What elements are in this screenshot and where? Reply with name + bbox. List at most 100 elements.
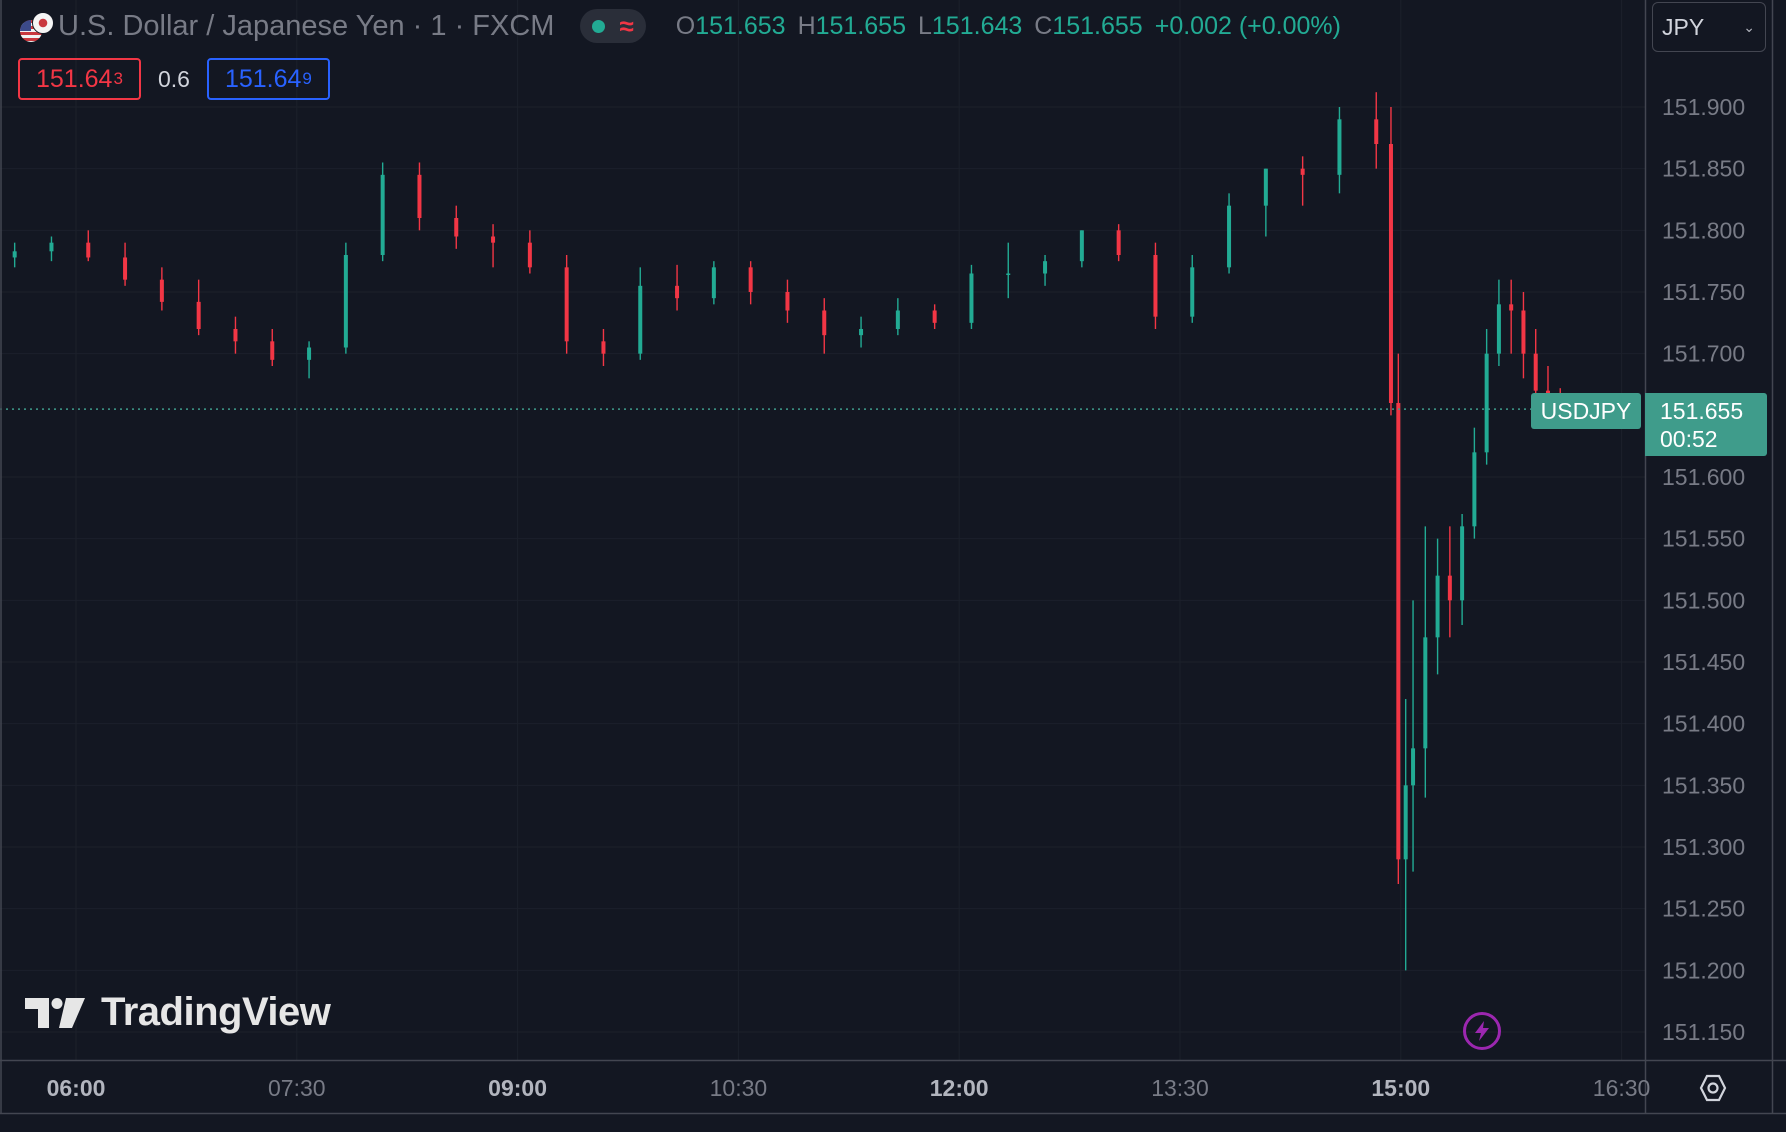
ask-price-main: 151.64 [224, 64, 302, 93]
candle-body [1043, 261, 1048, 274]
candle-body [1079, 230, 1084, 262]
bid-price-main: 151.64 [36, 64, 113, 93]
y-tick-label: 151.300 [1662, 834, 1745, 860]
settings-gear-icon[interactable] [1695, 1070, 1731, 1106]
price-axis[interactable]: 151.900 151.850 151.800 151.750 151.700 151.6… [1662, 94, 1745, 1045]
candle [1079, 230, 1084, 268]
candle [785, 279, 790, 323]
candle [1263, 168, 1268, 237]
candle-body [1533, 353, 1538, 391]
currency-select[interactable]: JPY ⌄ [1652, 2, 1766, 52]
x-tick-label: 16:30 [1593, 1075, 1651, 1101]
candle [49, 236, 54, 262]
x-tick-label: 10:30 [710, 1075, 768, 1101]
low-value: 151.643 [931, 11, 1023, 40]
candlestick-series [12, 92, 1587, 971]
x-tick-label: 07:30 [268, 1075, 326, 1101]
candle [638, 267, 643, 360]
candle [1153, 242, 1158, 329]
logo-wordmark: TradingView [101, 990, 331, 1034]
candle [1388, 107, 1393, 416]
candle-body [638, 285, 643, 354]
candle-body [1447, 575, 1452, 601]
candle [675, 264, 680, 311]
candle-body [86, 242, 91, 258]
candle-body [822, 310, 827, 336]
market-open-dot-icon [592, 19, 606, 33]
candle-body [1388, 143, 1393, 403]
candle-body [1006, 273, 1011, 275]
candle-body [1190, 267, 1195, 317]
tradingview-logo[interactable]: TradingView [25, 990, 331, 1035]
time-axis[interactable]: 06:00 07:30 09:00 10:30 12:00 13:30 15:00 16:30 [47, 1075, 1651, 1101]
candle [1396, 353, 1401, 884]
bar-countdown: 00:52 [1660, 426, 1718, 452]
candle-body [1337, 119, 1342, 175]
candle-body [343, 254, 348, 348]
high-label: H [797, 11, 816, 40]
currency-select-value: JPY [1662, 13, 1705, 40]
candle [307, 341, 312, 379]
y-tick-label: 151.850 [1662, 156, 1745, 182]
candle [491, 224, 496, 268]
candle-body [1263, 168, 1268, 206]
x-tick-label: 15:00 [1371, 1075, 1430, 1101]
candle [196, 279, 201, 336]
candle-body [196, 301, 201, 329]
tradingview-logo-icon [25, 997, 85, 1028]
y-tick-label: 151.350 [1662, 772, 1745, 798]
candle [859, 316, 864, 348]
buy-button[interactable]: 151.64 9 [206, 58, 330, 100]
sell-button[interactable]: 151.64 3 [18, 58, 141, 100]
candle [417, 162, 422, 231]
lightning-icon[interactable] [1463, 1012, 1501, 1050]
candle-body [1116, 230, 1121, 255]
symbol-price-tag: USDJPY [1531, 393, 1641, 429]
close-label: C [1034, 11, 1053, 40]
candle [123, 242, 128, 286]
chart-legend-header: U.S. Dollar / Japanese Yen · 1 · FXCM ≈ … [18, 6, 1341, 46]
low-label: L [918, 11, 932, 40]
candle [1403, 698, 1408, 971]
market-status-pill[interactable]: ≈ [580, 9, 646, 43]
candle-body [969, 273, 974, 323]
candle-body [1153, 254, 1158, 317]
candle-body [711, 267, 716, 299]
candle [1116, 224, 1121, 262]
us-jp-flag-icon [18, 11, 54, 42]
bid-price-last-digit: 3 [113, 69, 123, 88]
candle [1300, 156, 1305, 206]
candle [1043, 254, 1048, 286]
last-price-value: 151.655 [1660, 398, 1744, 424]
y-tick-label: 151.400 [1662, 711, 1745, 737]
candle [343, 242, 348, 354]
candle-body [123, 257, 128, 280]
candle-body [527, 242, 532, 268]
x-tick-label: 12:00 [930, 1075, 989, 1101]
candle-body [270, 341, 275, 360]
quote-panel: 151.64 3 0.6 151.64 9 [18, 58, 330, 100]
candle-body [49, 242, 54, 252]
candle-body [1435, 575, 1440, 638]
candle [1227, 193, 1232, 274]
candle [12, 242, 17, 268]
grid-lines [0, 0, 1645, 1060]
change-value: +0.002 (+0.00%) [1154, 11, 1341, 40]
y-tick-label: 151.700 [1662, 341, 1745, 367]
candle [1484, 328, 1489, 465]
candle [822, 298, 827, 354]
candle [233, 316, 238, 354]
symbol-title[interactable]: U.S. Dollar / Japanese Yen · 1 · FXCM [58, 9, 555, 42]
candle [1190, 254, 1195, 323]
candle-body [307, 347, 312, 360]
y-tick-label: 151.250 [1662, 896, 1745, 922]
candle [1435, 538, 1440, 675]
candle [1337, 107, 1342, 194]
close-value: 151.655 [1052, 11, 1143, 40]
candle-body [417, 174, 422, 218]
open-label: O [675, 11, 696, 40]
candle-body [159, 279, 164, 302]
candle-body [564, 267, 569, 342]
y-tick-label: 151.200 [1662, 957, 1745, 983]
